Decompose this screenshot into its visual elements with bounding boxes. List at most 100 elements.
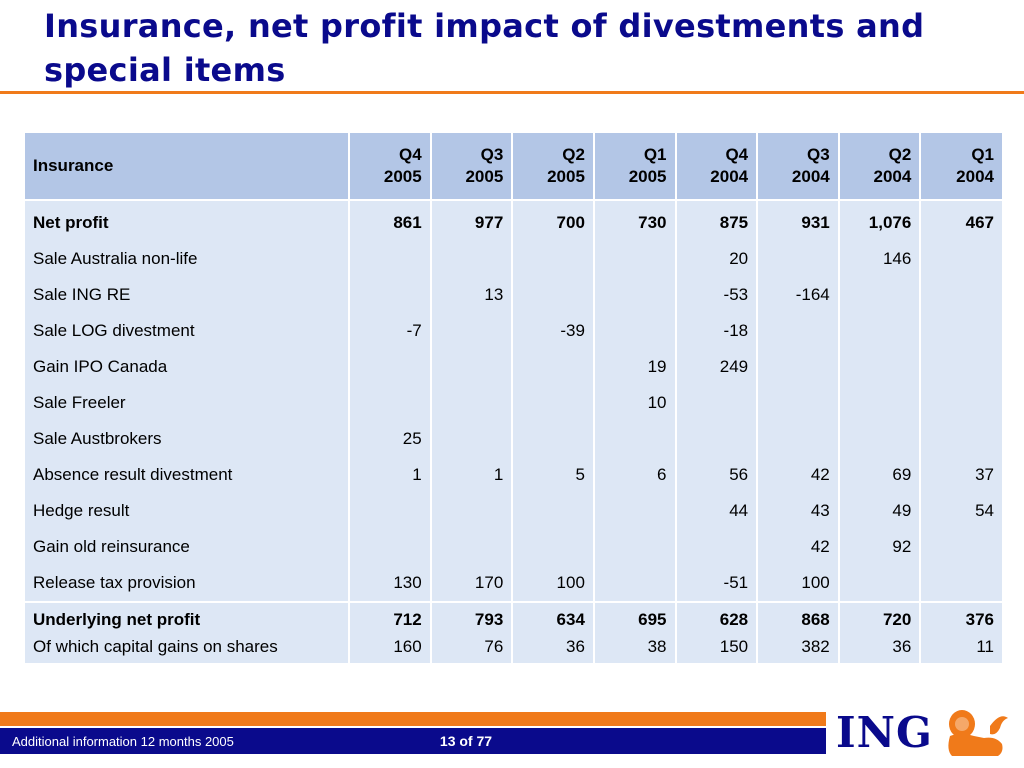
table-cell: -164 <box>757 277 840 313</box>
table-cell: 11 <box>920 637 1002 663</box>
row-label: Sale ING RE <box>25 277 351 313</box>
column-header: Q2 2004 <box>838 133 922 201</box>
table-cell: 92 <box>838 529 922 565</box>
table-cell: 146 <box>838 241 922 277</box>
table-cell: 467 <box>920 200 1002 241</box>
table-cell <box>920 385 1002 421</box>
table-row: Sale Freeler 10 <box>25 385 1002 421</box>
column-header: Q1 2004 <box>920 133 1002 201</box>
table-cell: 36 <box>512 637 595 663</box>
column-year: 2004 <box>710 167 749 186</box>
table-cell: 382 <box>757 637 840 663</box>
table-cell: 1 <box>430 457 514 493</box>
table-cell <box>757 349 840 385</box>
title-divider <box>0 91 1024 94</box>
table-cell <box>512 385 595 421</box>
table-cell <box>593 277 677 313</box>
table-cell <box>430 241 514 277</box>
column-header: Q3 2005 <box>430 133 514 201</box>
table-cell <box>512 241 595 277</box>
table-cell: 100 <box>512 565 595 602</box>
table-cell <box>512 529 595 565</box>
table-cell: 170 <box>430 565 514 602</box>
table-cell: 76 <box>430 637 514 663</box>
column-quarter: Q1 <box>971 145 994 164</box>
table-header-row: Insurance Q4 2005 Q3 2005 Q2 2005 Q1 2005 Q4… <box>25 133 1002 201</box>
row-label: Sale Austbrokers <box>25 421 351 457</box>
table-cell <box>920 349 1002 385</box>
table-cell <box>757 241 840 277</box>
table-corner-label: Insurance <box>25 133 351 201</box>
table-cell <box>838 385 922 421</box>
column-header: Q1 2005 <box>593 133 677 201</box>
table-cell <box>512 349 595 385</box>
row-label: Release tax provision <box>25 565 351 602</box>
table-cell <box>349 493 432 529</box>
table-cell <box>838 349 922 385</box>
table-cell <box>838 313 922 349</box>
footer-orange-band <box>0 712 826 726</box>
row-label: Hedge result <box>25 493 351 529</box>
table-cell <box>920 277 1002 313</box>
column-year: 2004 <box>873 167 912 186</box>
table-cell: 19 <box>593 349 677 385</box>
table-cell <box>675 529 759 565</box>
table-cell <box>920 565 1002 602</box>
table-cell: 249 <box>675 349 759 385</box>
table-cell: 720 <box>838 601 922 637</box>
footer-caption: Additional information 12 months 2005 <box>12 734 234 749</box>
table-cell: 700 <box>512 200 595 241</box>
table-body: Net profit 861 977 700 730 875 931 1,076 467 Sale… <box>25 200 1002 663</box>
table-cell: 42 <box>757 457 840 493</box>
table-cell: 793 <box>430 601 514 637</box>
table-cell <box>349 241 432 277</box>
column-quarter: Q4 <box>399 145 422 164</box>
insurance-table: Insurance Q4 2005 Q3 2005 Q2 2005 Q1 2005 Q4… <box>25 133 1002 663</box>
table-cell: 20 <box>675 241 759 277</box>
table-cell: 1 <box>349 457 432 493</box>
table-cell: 69 <box>838 457 922 493</box>
table-cell: 160 <box>349 637 432 663</box>
table-cell: -18 <box>675 313 759 349</box>
table-cell: 25 <box>349 421 432 457</box>
footer-bar <box>0 728 826 754</box>
table-cell <box>430 313 514 349</box>
row-label: Sale Freeler <box>25 385 351 421</box>
column-quarter: Q4 <box>725 145 749 164</box>
column-year: 2004 <box>956 167 994 186</box>
table-cell <box>512 421 595 457</box>
table-cell <box>593 565 677 602</box>
table-cell: 977 <box>430 200 514 241</box>
table-cell <box>349 277 432 313</box>
column-quarter: Q2 <box>562 145 585 164</box>
table-row: Net profit 861 977 700 730 875 931 1,076 467 <box>25 200 1002 241</box>
table-cell: 44 <box>675 493 759 529</box>
table-cell: 54 <box>920 493 1002 529</box>
table-row: Hedge result 44 43 49 54 <box>25 493 1002 529</box>
table-cell <box>593 241 677 277</box>
column-header: Q4 2004 <box>675 133 759 201</box>
table-cell <box>430 349 514 385</box>
table-cell: -51 <box>675 565 759 602</box>
table-cell: -39 <box>512 313 595 349</box>
table-row: Sale Australia non-life 20 146 <box>25 241 1002 277</box>
column-header: Q2 2005 <box>512 133 595 201</box>
table-cell: 6 <box>593 457 677 493</box>
table-row: Gain IPO Canada 19 249 <box>25 349 1002 385</box>
table-cell: 861 <box>349 200 432 241</box>
table-cell <box>838 421 922 457</box>
table-cell <box>838 277 922 313</box>
column-header: Q3 2004 <box>757 133 840 201</box>
table-cell <box>430 421 514 457</box>
table-cell: -7 <box>349 313 432 349</box>
insurance-table-container: Insurance Q4 2005 Q3 2005 Q2 2005 Q1 2005 Q4… <box>25 133 1002 663</box>
table-cell: 628 <box>675 601 759 637</box>
row-label: Of which capital gains on shares <box>25 637 351 663</box>
table-cell: 100 <box>757 565 840 602</box>
table-cell: 42 <box>757 529 840 565</box>
column-quarter: Q2 <box>888 145 912 164</box>
table-cell: 56 <box>675 457 759 493</box>
table-row: Sale Austbrokers 25 <box>25 421 1002 457</box>
column-quarter: Q1 <box>643 145 667 164</box>
table-row: Gain old reinsurance 42 92 <box>25 529 1002 565</box>
